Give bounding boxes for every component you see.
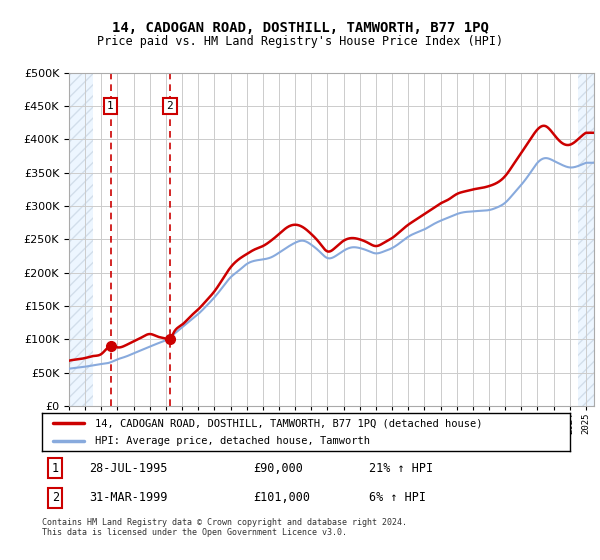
Bar: [578, 73, 594, 406]
Text: 2: 2: [167, 101, 173, 111]
Bar: [69, 73, 93, 406]
Text: 14, CADOGAN ROAD, DOSTHILL, TAMWORTH, B77 1PQ (detached house): 14, CADOGAN ROAD, DOSTHILL, TAMWORTH, B7…: [95, 418, 482, 428]
Text: 21% ↑ HPI: 21% ↑ HPI: [370, 462, 433, 475]
Text: 6% ↑ HPI: 6% ↑ HPI: [370, 491, 427, 504]
Text: Contains HM Land Registry data © Crown copyright and database right 2024.
This d: Contains HM Land Registry data © Crown c…: [42, 518, 407, 538]
Bar: [69, 73, 93, 406]
Text: £101,000: £101,000: [253, 491, 310, 504]
Text: £90,000: £90,000: [253, 462, 303, 475]
Text: 1: 1: [52, 462, 59, 475]
Text: 28-JUL-1995: 28-JUL-1995: [89, 462, 168, 475]
Text: 2: 2: [52, 491, 59, 504]
Text: 1: 1: [107, 101, 114, 111]
Text: Price paid vs. HM Land Registry's House Price Index (HPI): Price paid vs. HM Land Registry's House …: [97, 35, 503, 48]
Text: HPI: Average price, detached house, Tamworth: HPI: Average price, detached house, Tamw…: [95, 436, 370, 446]
Text: 31-MAR-1999: 31-MAR-1999: [89, 491, 168, 504]
Text: 14, CADOGAN ROAD, DOSTHILL, TAMWORTH, B77 1PQ: 14, CADOGAN ROAD, DOSTHILL, TAMWORTH, B7…: [112, 21, 488, 35]
Bar: [578, 73, 594, 406]
